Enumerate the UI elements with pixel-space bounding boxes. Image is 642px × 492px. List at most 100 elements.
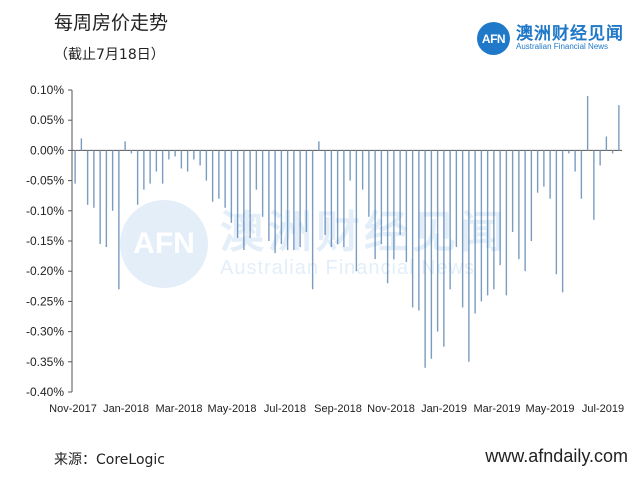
bar bbox=[461, 150, 464, 308]
bar bbox=[474, 150, 476, 314]
bar bbox=[130, 150, 133, 154]
bar bbox=[293, 150, 295, 251]
bar bbox=[430, 150, 433, 359]
bar bbox=[261, 150, 264, 217]
bar bbox=[274, 150, 276, 254]
x-tick-label: Nov-2018 bbox=[367, 403, 415, 415]
bar bbox=[224, 150, 226, 208]
bar bbox=[305, 150, 308, 232]
chart-subtitle: （截止7月18日） bbox=[54, 47, 165, 63]
bar bbox=[211, 150, 214, 202]
bar bbox=[486, 150, 489, 296]
bar bbox=[436, 150, 439, 332]
brand-header: AFN 澳洲财经见闻 Australian Financial News bbox=[477, 22, 624, 55]
chart-title: 每周房价走势 bbox=[54, 12, 169, 34]
bar bbox=[180, 150, 183, 169]
bar bbox=[405, 150, 408, 263]
bar bbox=[161, 150, 164, 184]
bar bbox=[368, 150, 370, 217]
bar bbox=[499, 150, 501, 266]
bar bbox=[618, 105, 620, 151]
bar bbox=[449, 150, 451, 290]
bar bbox=[236, 150, 239, 238]
x-tick-label: Jul-2019 bbox=[582, 403, 624, 415]
bar bbox=[286, 150, 289, 251]
bar bbox=[605, 136, 608, 151]
bar bbox=[318, 141, 320, 151]
bar bbox=[255, 150, 258, 190]
y-tick-label: 0.05% bbox=[30, 113, 64, 127]
bar bbox=[343, 150, 345, 248]
y-tick-label: -0.35% bbox=[26, 355, 64, 369]
bar bbox=[243, 150, 245, 251]
bar bbox=[230, 150, 233, 223]
website-link[interactable]: www.afndaily.com bbox=[485, 446, 628, 466]
bar bbox=[299, 150, 301, 248]
bar bbox=[418, 150, 420, 311]
x-tick-label: Sep-2018 bbox=[314, 403, 362, 415]
bar bbox=[386, 150, 389, 284]
bar bbox=[568, 150, 570, 154]
bar bbox=[399, 150, 401, 235]
bar bbox=[86, 150, 89, 205]
bar bbox=[199, 150, 201, 166]
bar bbox=[524, 150, 526, 272]
bar bbox=[561, 150, 564, 293]
bar bbox=[111, 150, 114, 211]
y-tick-label: -0.10% bbox=[26, 204, 64, 218]
bar bbox=[555, 150, 558, 275]
bar bbox=[580, 150, 583, 199]
bar bbox=[155, 150, 158, 172]
bar bbox=[518, 150, 520, 260]
bar bbox=[93, 150, 95, 208]
y-tick-label: 0.10% bbox=[30, 83, 64, 97]
y-tick-label: -0.15% bbox=[26, 234, 64, 248]
bar bbox=[218, 150, 220, 199]
bar bbox=[330, 150, 333, 248]
bar bbox=[336, 150, 339, 245]
x-tick-label: Mar-2018 bbox=[155, 403, 202, 415]
bar bbox=[511, 150, 514, 232]
bar bbox=[411, 150, 414, 308]
y-tick-label: -0.05% bbox=[26, 174, 64, 188]
bar bbox=[74, 150, 76, 184]
brand-name-cn: 澳洲财经见闻 bbox=[516, 23, 624, 44]
y-tick-label: -0.25% bbox=[26, 294, 64, 308]
bar bbox=[611, 150, 614, 154]
bar bbox=[455, 150, 458, 248]
bar bbox=[324, 150, 326, 235]
bar bbox=[586, 96, 589, 151]
x-tick-label: May-2019 bbox=[526, 403, 575, 415]
bar bbox=[424, 150, 426, 368]
bar bbox=[143, 150, 145, 190]
y-tick-label: -0.30% bbox=[26, 325, 64, 339]
bar bbox=[355, 150, 358, 272]
y-tick-label: 0.00% bbox=[30, 143, 64, 157]
bar bbox=[393, 150, 395, 260]
bar bbox=[174, 150, 176, 157]
bar bbox=[205, 150, 208, 181]
bar bbox=[574, 150, 576, 172]
bar bbox=[149, 150, 151, 184]
source-note: 来源：CoreLogic bbox=[54, 452, 165, 468]
bar bbox=[136, 150, 139, 205]
x-tick-label: Jan-2019 bbox=[421, 403, 467, 415]
bar bbox=[124, 141, 126, 151]
y-tick-label: -0.20% bbox=[26, 264, 64, 278]
x-tick-label: May-2018 bbox=[208, 403, 257, 415]
bar bbox=[349, 150, 351, 181]
bar bbox=[505, 150, 508, 296]
bar bbox=[105, 150, 108, 248]
bar bbox=[249, 150, 251, 238]
bar bbox=[311, 150, 314, 290]
bar bbox=[549, 150, 551, 199]
bar bbox=[593, 150, 595, 220]
bar bbox=[168, 150, 170, 160]
bar bbox=[536, 150, 539, 193]
y-tick-label: -0.40% bbox=[26, 385, 64, 399]
bar bbox=[599, 150, 601, 166]
x-tick-label: Nov-2017 bbox=[49, 403, 97, 415]
bar bbox=[193, 150, 195, 160]
bar bbox=[543, 150, 545, 187]
